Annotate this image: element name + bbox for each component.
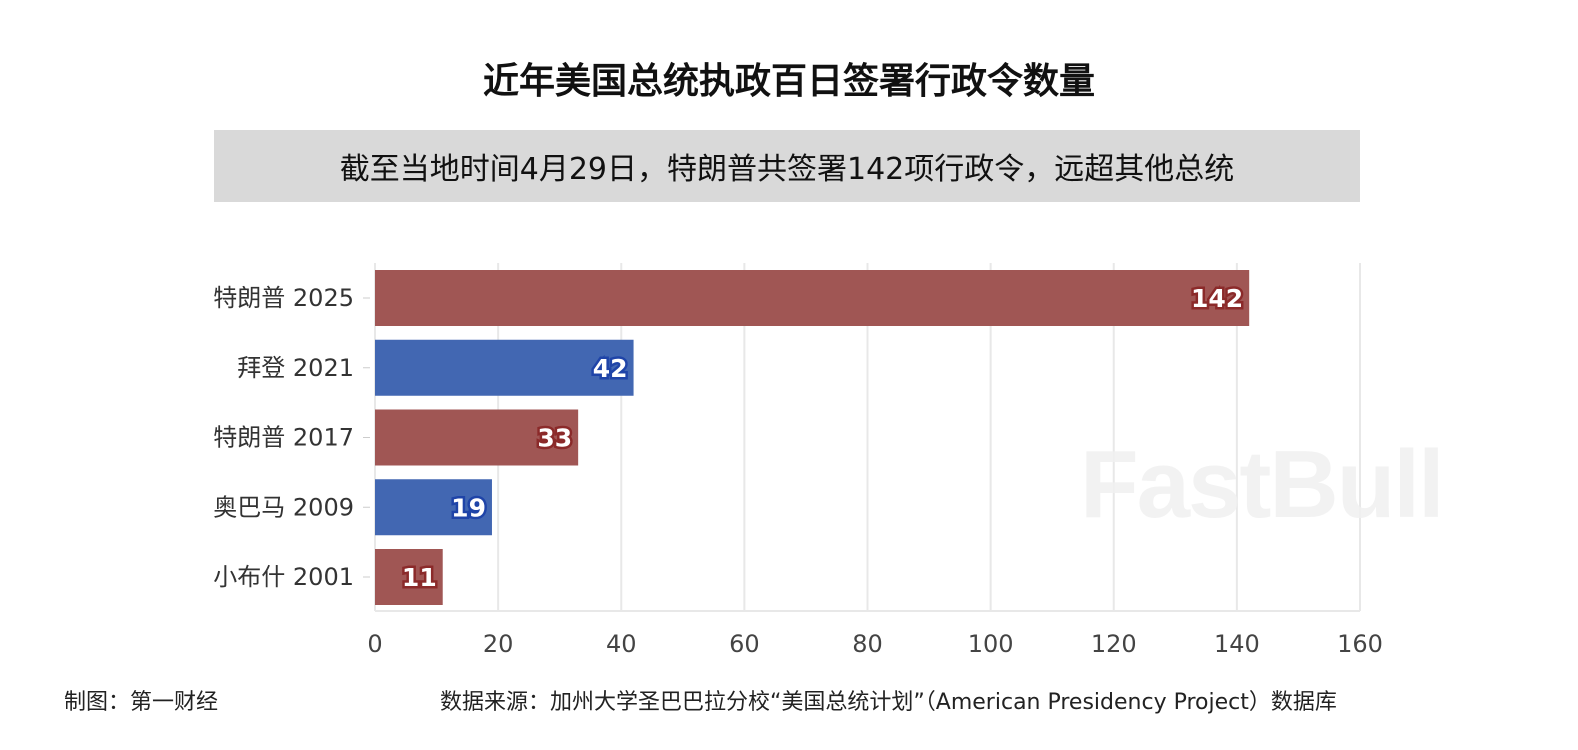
bar [375,409,579,466]
chart-subtitle: 截至当地时间4月29日，特朗普共签署142项行政令，远超其他总统 [339,152,1235,187]
x-tick-label: 120 [1091,630,1137,658]
x-tick-label: 100 [968,630,1014,658]
y-tick-label: 特朗普 2025 [213,284,354,312]
bar [375,479,492,536]
data-label: 142 [1191,284,1243,313]
x-tick-label: 20 [483,630,514,658]
source-text: 数据来源：加州大学圣巴巴拉分校“美国总统计划”（American Preside… [440,690,1337,715]
bar [375,549,443,605]
y-tick-label: 小布什 2001 [213,563,354,591]
chart-subtitle-box: 截至当地时间4月29日，特朗普共签署142项行政令，远超其他总统 [214,130,1360,202]
credit-text: 制图：第一财经 [64,690,219,715]
data-label: 33 [537,424,572,453]
x-tick-label: 60 [729,630,760,658]
y-tick-label: 奥巴马 2009 [213,493,354,521]
data-label: 42 [593,354,628,383]
x-tick-label: 140 [1214,630,1260,658]
y-tick-label: 特朗普 2017 [213,424,354,452]
y-tick-label: 拜登 2021 [237,354,354,382]
x-tick-label: 160 [1337,630,1383,658]
x-tick-label: 0 [367,630,382,658]
x-tick-label: 80 [852,630,883,658]
bar [375,339,634,396]
chart-title: 近年美国总统执政百日签署行政令数量 [482,61,1095,102]
bar [375,270,1250,326]
data-label: 19 [451,493,486,522]
data-label: 11 [402,563,437,592]
x-tick-label: 40 [606,630,637,658]
watermark-logo: FastBull [1080,431,1445,538]
